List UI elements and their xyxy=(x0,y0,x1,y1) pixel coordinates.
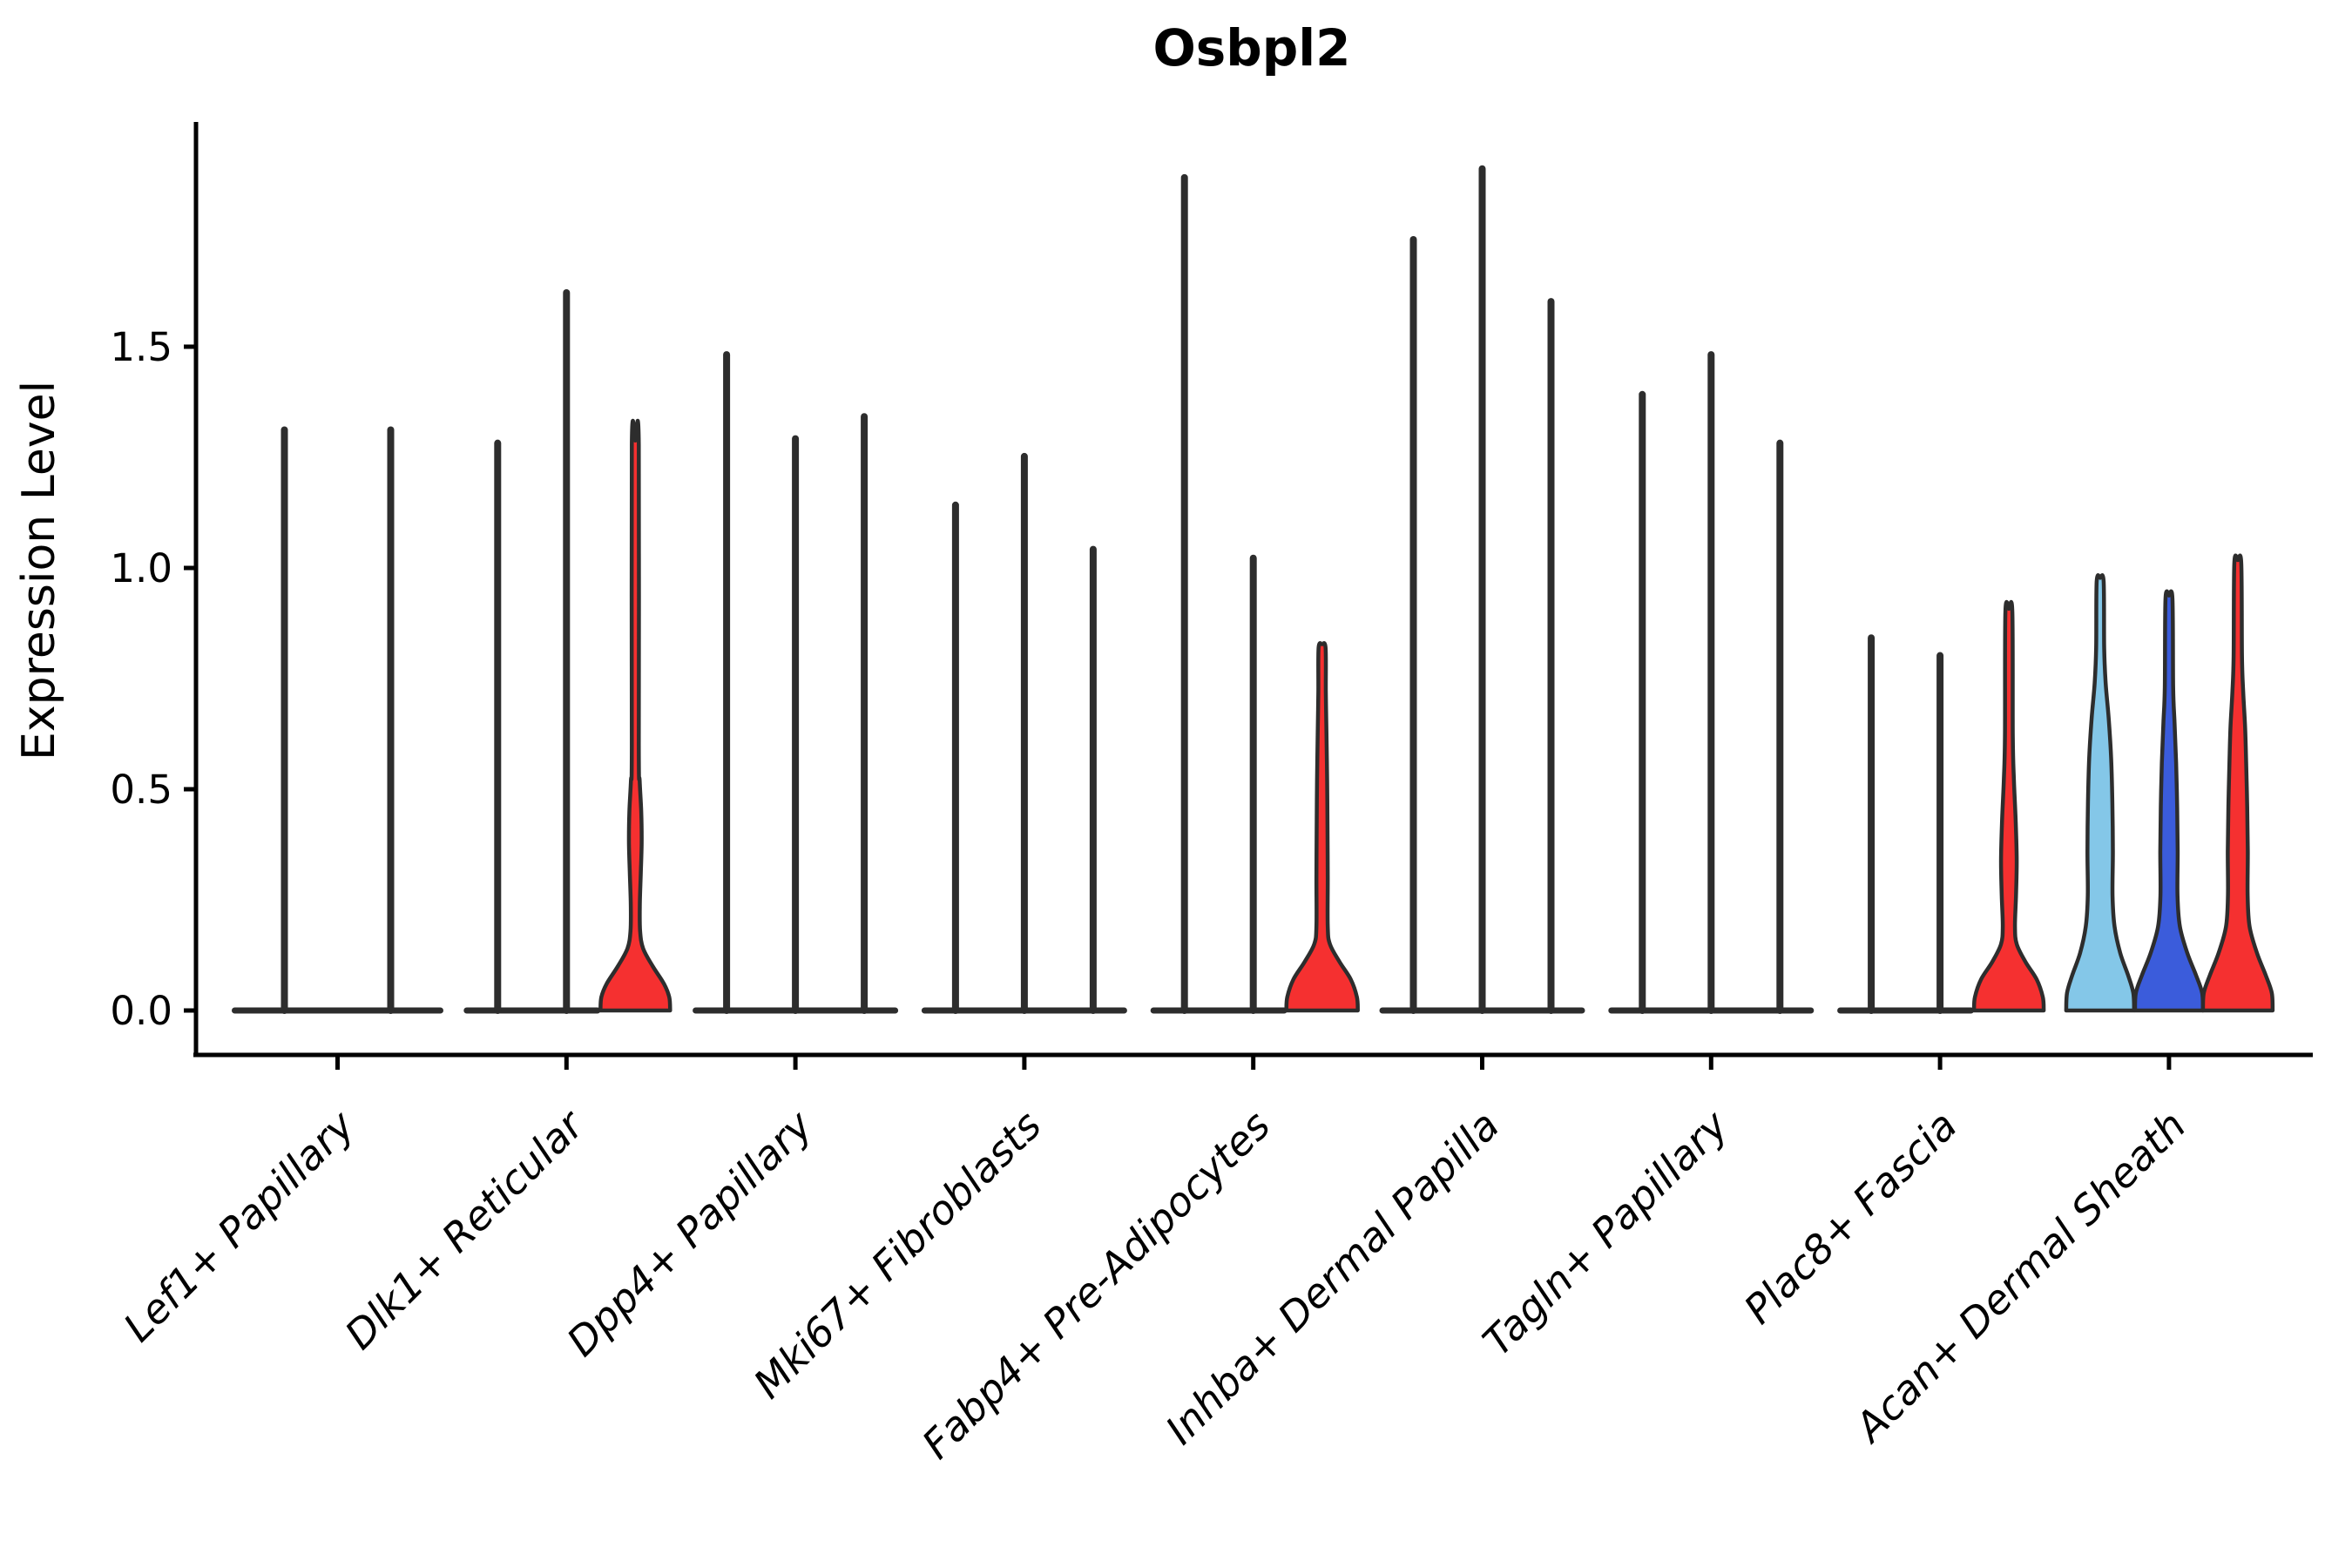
x-tick-label: Dpp4+ Papillary xyxy=(558,1101,821,1365)
violins-layer xyxy=(232,165,2275,1014)
violin-density xyxy=(2064,573,2137,1013)
y-tick-label: 0.5 xyxy=(110,767,172,813)
x-tick-label: Plac8+ Fascia xyxy=(1734,1102,1965,1333)
x-tick-label: Dlk1+ Reticular xyxy=(335,1099,594,1358)
chart-title: Osbpl2 xyxy=(1152,18,1350,78)
y-axis-label: Expression Level xyxy=(13,381,65,760)
violin-density xyxy=(1971,599,2046,1013)
x-tick-label: Lef1+ Papillary xyxy=(114,1101,363,1350)
x-tick-label: Tagln+ Papillary xyxy=(1474,1101,1738,1365)
y-tick-label: 1.5 xyxy=(110,324,172,370)
violin-density xyxy=(2200,553,2275,1013)
violin-density xyxy=(598,418,672,1013)
y-tick-label: 0.0 xyxy=(110,988,172,1034)
violin-density xyxy=(2132,589,2206,1013)
y-tick-label: 1.0 xyxy=(110,545,172,591)
violin-density xyxy=(1284,641,1360,1013)
